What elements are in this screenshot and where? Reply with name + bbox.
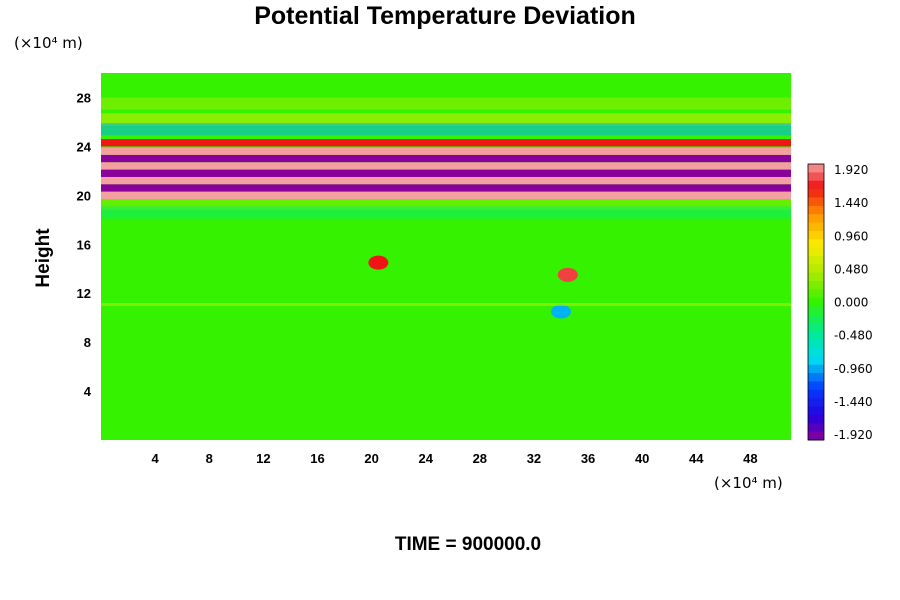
x-tick-label: 28: [473, 451, 487, 466]
colorbar-segment: [808, 180, 824, 190]
x-tick-label: 8: [206, 451, 213, 466]
y-tick-label: 16: [77, 237, 91, 252]
band: [101, 176, 791, 185]
y-axis-unit: (×10⁴ m): [14, 34, 83, 52]
x-tick-label: 44: [689, 451, 704, 466]
x-tick-label: 20: [364, 451, 378, 466]
colorbar-tick-label: 0.000: [834, 296, 868, 310]
colorbar-segment: [808, 222, 824, 232]
colorbar-segment: [808, 356, 824, 366]
band: [101, 162, 791, 170]
colorbar-segment: [808, 306, 824, 316]
colorbar-segment: [808, 281, 824, 290]
colorbar-tick-label: -0.480: [834, 329, 873, 343]
field-tint: [101, 206, 791, 219]
x-tick-label: 24: [418, 451, 433, 466]
band: [101, 139, 791, 147]
time-annotation: TIME = 900000.0: [395, 534, 541, 555]
anomaly-feature: [551, 304, 571, 319]
colorbar-segment: [808, 331, 824, 341]
y-tick-label: 28: [77, 90, 91, 105]
band: [101, 191, 791, 200]
x-tick-label: 32: [527, 451, 541, 466]
x-axis-ticks: 4 8 12 16 20 24 28 32 36 40 44 48: [152, 451, 758, 466]
x-tick-label: 4: [152, 451, 160, 466]
colorbar-segment: [808, 264, 824, 274]
colorbar-segment: [808, 314, 824, 324]
colorbar-segment: [808, 398, 824, 408]
colorbar-segment: [808, 205, 824, 215]
band: [101, 154, 791, 163]
x-tick-label: 36: [581, 451, 595, 466]
band: [101, 169, 791, 177]
y-axis-ticks: 4 8 12 16 20 24 28: [77, 90, 92, 399]
colorbar-tick-label: 1.440: [834, 196, 868, 210]
colorbar-segment: [808, 339, 824, 349]
y-axis-label: Height: [33, 228, 54, 288]
colorbar-segment: [808, 247, 824, 257]
y-tick-label: 8: [84, 335, 91, 350]
colorbar-frame: [807, 163, 825, 441]
colorbar-segment: [808, 239, 824, 249]
colorbar-segment: [808, 322, 824, 332]
colorbar-segment: [808, 431, 824, 441]
colorbar-segment: [808, 423, 824, 433]
colorbar-segment: [808, 172, 824, 182]
weak-layer: [101, 302, 791, 306]
x-axis-unit: (×10⁴ m): [714, 474, 783, 492]
colorbar-segment: [808, 214, 824, 224]
colorbar-segment: [808, 272, 824, 282]
band: [101, 184, 791, 192]
colorbar-segment: [808, 364, 824, 374]
colorbar-segment: [808, 406, 824, 416]
colorbar-segment: [808, 389, 824, 399]
colorbar-tick-label: -1.920: [834, 428, 873, 442]
colorbar-tick-label: 1.920: [834, 163, 868, 177]
colorbar-segment: [808, 256, 824, 265]
anomaly-feature: [368, 255, 389, 270]
colorbar-segment: [808, 289, 824, 299]
anomaly-feature: [557, 267, 578, 282]
colorbar-segment: [808, 348, 824, 357]
y-tick-label: 4: [84, 384, 92, 399]
colorbar-segment: [808, 197, 824, 207]
colorbar-segment: [808, 381, 824, 391]
y-tick-label: 20: [77, 188, 91, 203]
field-tint: [101, 113, 791, 126]
y-tick-label: 12: [77, 286, 91, 301]
colorbar-tick-label: 0.480: [834, 262, 868, 276]
band: [101, 147, 791, 155]
colorbar: 1.920 1.440 0.960 0.480 0.000 -0.480 -0.960 -1.…: [807, 163, 873, 442]
colorbar-tick-label: -1.440: [834, 395, 873, 409]
colorbar-segment: [808, 164, 824, 173]
colorbar-segment: [808, 373, 824, 382]
x-tick-label: 16: [310, 451, 324, 466]
x-tick-label: 48: [743, 451, 757, 466]
colorbar-segment: [808, 189, 824, 198]
x-tick-label: 12: [256, 451, 270, 466]
chart-title: Potential Temperature Deviation: [254, 2, 636, 30]
colorbar-segment: [808, 414, 824, 424]
x-tick-label: 40: [635, 451, 649, 466]
field-tint: [101, 123, 791, 136]
colorbar-segment: [808, 230, 824, 240]
colorbar-tick-label: 0.960: [834, 229, 868, 243]
field-tint: [101, 97, 791, 110]
colorbar-segment: [808, 297, 824, 307]
colorbar-tick-label: -0.960: [834, 362, 873, 376]
y-tick-label: 24: [77, 139, 92, 154]
plot-area: [101, 73, 791, 440]
